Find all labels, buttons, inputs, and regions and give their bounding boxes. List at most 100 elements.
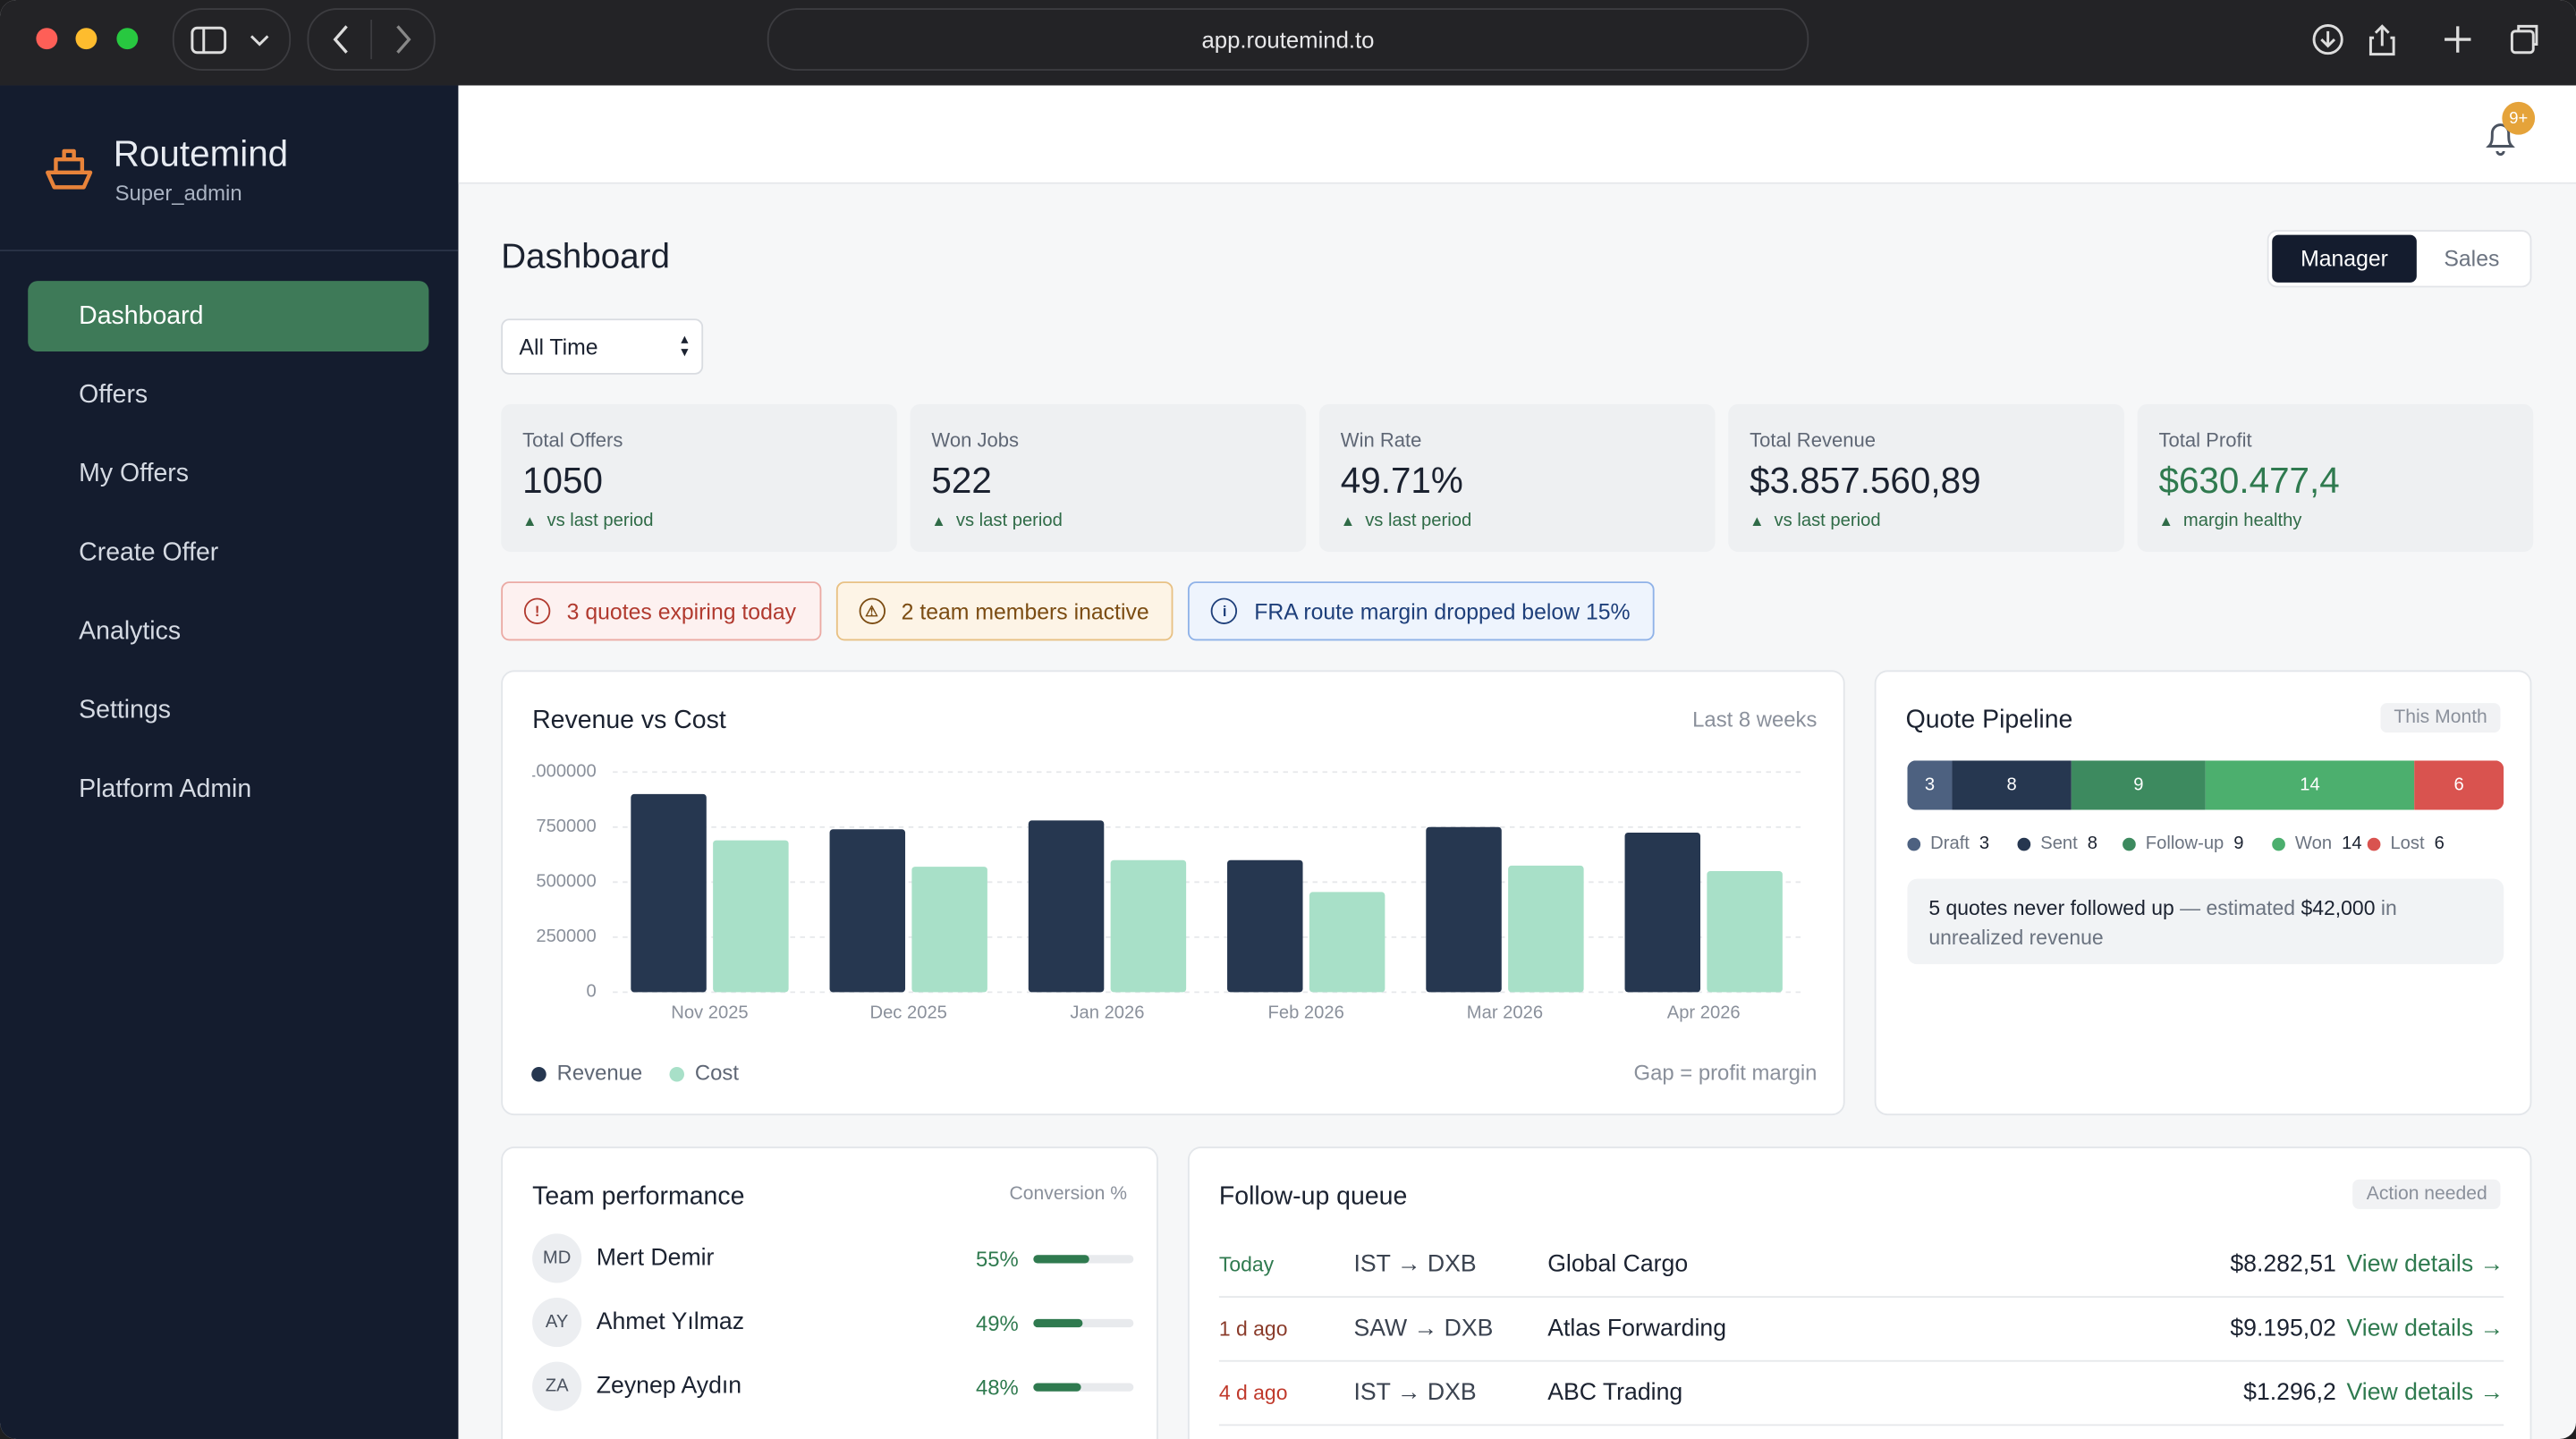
nav-label: My Offers: [79, 459, 190, 487]
team-row: MD Mert Demir 55%: [532, 1233, 1134, 1283]
minimize-button[interactable]: [75, 28, 97, 50]
kpi-card: Total Offers 1050 vs last period: [501, 403, 897, 553]
segment-label: 9: [2133, 775, 2143, 794]
alert-icon: ⚠: [858, 597, 886, 624]
card-title: Quote Pipeline: [1905, 706, 2073, 735]
alert-text: 2 team members inactive: [901, 598, 1149, 624]
team-card: Team performance Conversion % MD Mert Dem…: [501, 1147, 1158, 1439]
address-bar[interactable]: app.routemind.to: [767, 8, 1809, 71]
member-name: Zeynep Aydın: [596, 1373, 742, 1400]
alert-text: 3 quotes expiring today: [566, 598, 797, 624]
x-tick-label: Dec 2025: [870, 1003, 947, 1023]
nav-label: Analytics: [79, 616, 182, 645]
kpi-card: Total Profit $630.477,4 margin healthy: [2137, 403, 2534, 553]
history-nav[interactable]: [307, 8, 436, 71]
bar: [1028, 820, 1105, 993]
kpi-label: Win Rate: [1340, 428, 1422, 453]
chart-title: Revenue vs Cost: [532, 706, 726, 734]
card-badge: This Month: [2380, 703, 2501, 733]
sidebar-toggle[interactable]: [172, 8, 292, 71]
view-details-link[interactable]: View details →: [2346, 1379, 2504, 1407]
legend-value: 9: [2233, 834, 2243, 853]
conversion-track: [1033, 1254, 1134, 1263]
nav-label: Settings: [79, 695, 172, 724]
conversion-track: [1033, 1317, 1134, 1327]
segment-label: 6: [2454, 775, 2464, 794]
y-axis: 0 250000 500000 750000 1000000: [532, 762, 597, 1002]
nav-item[interactable]: Offers: [28, 360, 428, 430]
x-tick-label: Jan 2026: [1070, 1003, 1144, 1023]
y-tick-label: 0: [587, 982, 597, 1002]
alert[interactable]: i FRA route margin dropped below 15%: [1188, 581, 1656, 641]
kpi-value: $3.857.560,89: [1750, 460, 1981, 502]
nav-item[interactable]: Create Offer: [28, 518, 428, 588]
legend-swatch: [1907, 837, 1921, 851]
nav-menu: Dashboard Offers My Offers Create Offer Anal…: [28, 281, 429, 833]
conversion-label: 49%: [975, 1309, 1019, 1335]
alert-icon: i: [1211, 597, 1238, 624]
client: Global Cargo: [1547, 1251, 1689, 1278]
icon: [333, 20, 411, 60]
kpi-card: Total Revenue $3.857.560,89 vs last period: [1728, 403, 2124, 553]
nav-item[interactable]: My Offers: [28, 438, 428, 509]
nav-item[interactable]: Platform Admin: [28, 754, 428, 825]
team-row: AY Ahmet Yılmaz 49%: [532, 1298, 1134, 1348]
legend-value: 6: [2435, 834, 2445, 853]
legend-label: Follow-up: [2146, 834, 2224, 853]
followup-row: Today IST → DXB Global Cargo $8.282,51 View …: [1218, 1233, 2504, 1299]
followup-card: Follow-up queue Action needed Today IST →…: [1187, 1147, 2532, 1439]
legend-item: Draft 3: [1930, 834, 1989, 853]
toolbar-icons[interactable]: [2292, 16, 2555, 65]
maximize-button[interactable]: [116, 28, 139, 50]
bar: [1309, 892, 1385, 993]
legend-swatch: [2272, 837, 2285, 851]
pipeline-card: Quote Pipeline This Month 3 8 9 14 6 Draft 3 Se…: [1874, 670, 2532, 1116]
tab[interactable]: Manager: [2272, 234, 2417, 283]
alert[interactable]: ⚠ 2 team members inactive: [835, 581, 1174, 641]
bar: [713, 840, 789, 993]
url: app.routemind.to: [1201, 26, 1375, 53]
nav-label: Dashboard: [79, 301, 204, 330]
y-tick-label: 750000: [536, 817, 596, 836]
route: IST → DXB: [1353, 1251, 1477, 1278]
bar: [1110, 859, 1187, 993]
bar: [1707, 871, 1783, 993]
close-button[interactable]: [36, 28, 58, 50]
kpi-card: Won Jobs 522 vs last period: [910, 403, 1307, 553]
notification-bell[interactable]: [2482, 118, 2518, 157]
legend-swatch: [2017, 837, 2031, 851]
nav-item[interactable]: Analytics: [28, 597, 428, 667]
pipeline-segment: [2205, 760, 2415, 810]
nav-item[interactable]: Settings: [28, 675, 428, 746]
conversion-label: 48%: [975, 1374, 1019, 1399]
legend-value: 14: [2342, 834, 2361, 853]
nav-item[interactable]: Dashboard: [28, 281, 429, 352]
segment-label: 3: [1925, 775, 1935, 794]
select-arrows: ▴ ▾: [681, 330, 689, 360]
period-value: All Time: [519, 334, 598, 360]
legend-label: Cost: [695, 1062, 739, 1086]
insight-text: in unrealized revenue: [1928, 896, 2397, 950]
legend-label: Lost: [2390, 834, 2425, 853]
legend-swatch: [2123, 837, 2136, 851]
client: Atlas Forwarding: [1547, 1316, 1727, 1342]
legend-label: Sent: [2040, 834, 2078, 853]
when: 1 d ago: [1218, 1317, 1288, 1341]
followup-row: 4 d ago IST → DXB ABC Trading $1.296,2 View …: [1218, 1362, 2504, 1426]
avatar: MD: [532, 1233, 582, 1283]
period-select[interactable]: All Time ▴ ▾: [501, 318, 704, 375]
when: 4 d ago: [1218, 1381, 1288, 1405]
client: ABC Trading: [1547, 1379, 1683, 1407]
view-details-link[interactable]: View details →: [2346, 1316, 2504, 1342]
card-badge: Conversion %: [1009, 1184, 1128, 1205]
kpi-label: Total Profit: [2158, 428, 2252, 453]
view-details-link[interactable]: View details →: [2346, 1251, 2504, 1278]
kpi-label: Total Offers: [522, 428, 623, 453]
kpi-note: margin healthy: [2158, 511, 2533, 530]
tab[interactable]: Sales: [2444, 246, 2500, 272]
notification-badge: 9+: [2502, 101, 2536, 135]
bar: [1426, 826, 1502, 993]
alert[interactable]: ! 3 quotes expiring today: [501, 581, 821, 641]
